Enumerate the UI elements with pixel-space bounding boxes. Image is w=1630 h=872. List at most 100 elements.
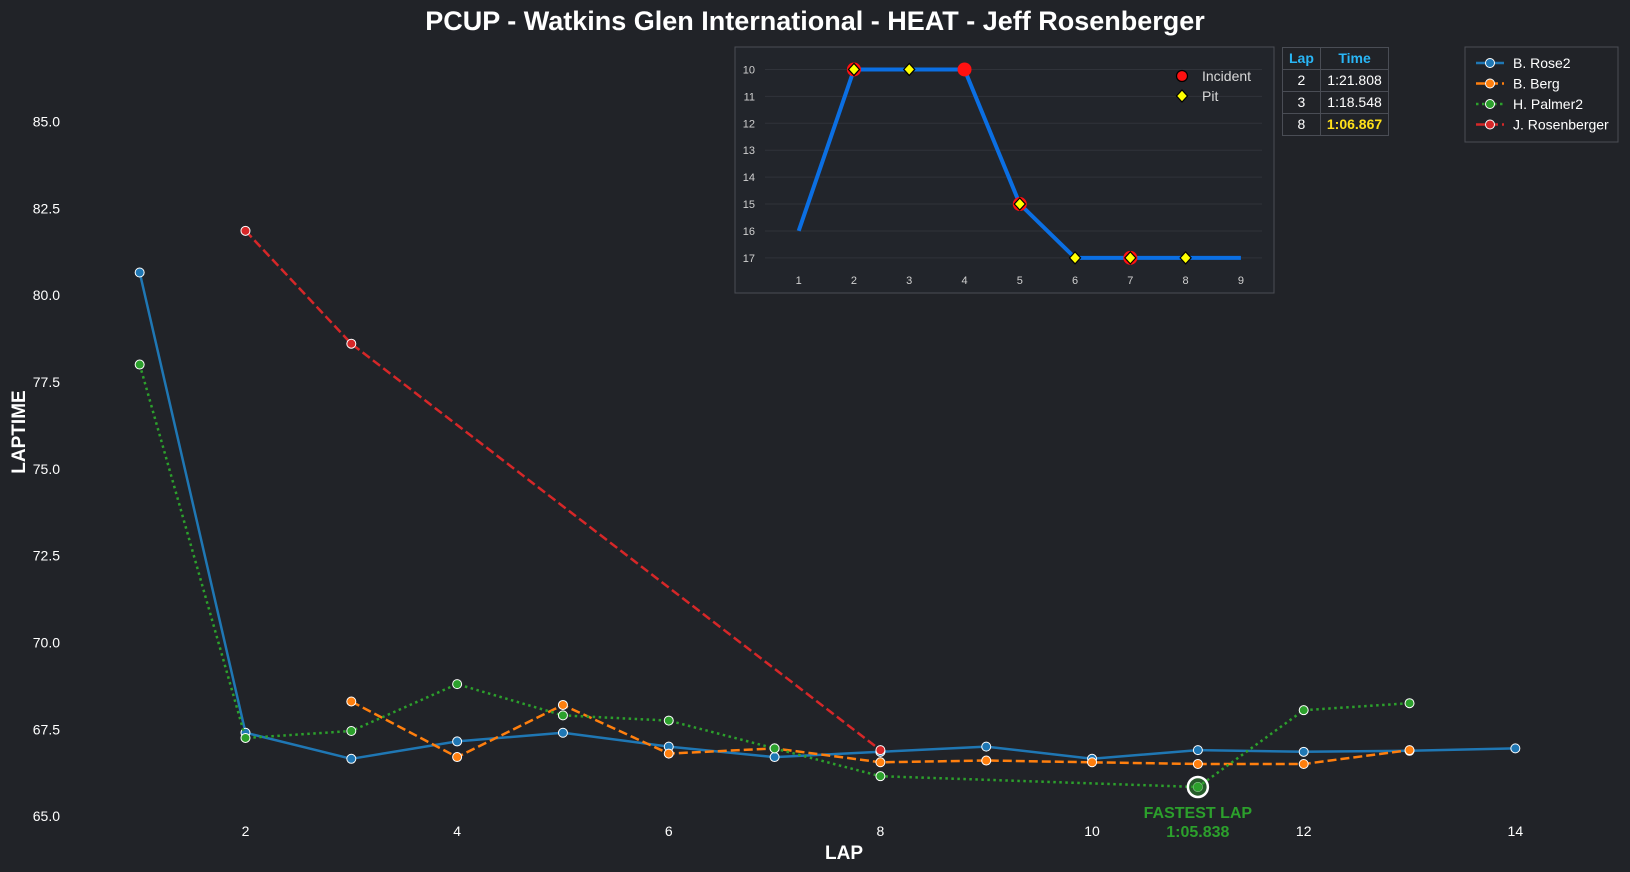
series-layer (134, 225, 1521, 792)
data-point (346, 753, 357, 764)
inset-x-tick-label: 7 (1127, 275, 1133, 287)
time-cell: 1:21.808 (1319, 69, 1390, 92)
inset-x-tick-label: 9 (1238, 275, 1244, 287)
data-point (1192, 759, 1203, 770)
y-tick-label: 82.5 (33, 200, 60, 216)
inset-x-tick-label: 6 (1072, 275, 1078, 287)
inset-y-tick-label: 10 (743, 64, 755, 76)
inset-y-ticks: 10 11 12 13 14 15 16 17 (743, 64, 755, 264)
data-point (134, 359, 145, 370)
legend: B. Rose2 B. Berg H. Palmer2 J. Rosenberger (1464, 46, 1619, 143)
y-tick-label: 80.0 (33, 287, 60, 303)
inset-x-ticks: 1 2 3 4 5 6 7 8 9 (796, 275, 1244, 287)
y-tick-label: 77.5 (33, 374, 60, 390)
x-tick-label: 12 (1296, 823, 1312, 839)
inset-grid (765, 68, 1262, 259)
y-tick-label: 75.0 (33, 461, 60, 477)
inset-y-tick-label: 14 (743, 172, 755, 184)
legend-label: B. Rose2 (1513, 55, 1571, 71)
inset-y-tick-label: 15 (743, 199, 755, 211)
table-row: 2 1:21.808 (1282, 69, 1390, 92)
lap-cell: 8 (1282, 113, 1321, 136)
incident-legend-marker (1175, 69, 1189, 83)
data-point (1192, 745, 1203, 756)
x-tick-label: 14 (1508, 823, 1524, 839)
inset-y-tick-label: 17 (743, 253, 755, 265)
data-point (557, 710, 568, 721)
data-point (769, 752, 780, 763)
data-point (452, 752, 463, 763)
data-point (1298, 705, 1309, 716)
fastest-lap-dot (1193, 782, 1203, 792)
data-point (557, 727, 568, 738)
pit-marker (847, 62, 861, 77)
data-point (346, 338, 357, 349)
legend-marker (1485, 58, 1495, 68)
data-point (557, 699, 568, 710)
pit-marker (1179, 250, 1192, 265)
time-column-header: Time (1319, 47, 1390, 70)
incident-legend-label: Incident (1202, 68, 1251, 84)
x-axis-title: LAP (825, 843, 863, 864)
pit-marker (1068, 250, 1082, 265)
y-tick-label: 72.5 (33, 548, 60, 564)
inset-x-tick-label: 1 (796, 275, 802, 287)
x-tick-label: 4 (453, 823, 461, 839)
series (134, 267, 1521, 764)
best-time-cell: 1:06.867 (1319, 113, 1390, 136)
chart-title: PCUP - Watkins Glen International - HEAT… (425, 6, 1205, 36)
inset-y-tick-label: 16 (743, 226, 755, 238)
data-point (1404, 698, 1415, 709)
x-tick-label: 2 (242, 823, 250, 839)
data-point (240, 732, 251, 743)
data-point (875, 745, 886, 756)
data-point (1087, 757, 1098, 768)
x-tick-label: 10 (1084, 823, 1100, 839)
pit-marker (1124, 250, 1137, 265)
legend-marker (1485, 119, 1495, 130)
y-axis-title: LAPTIME (9, 390, 30, 473)
pit-marker (902, 62, 916, 77)
data-point (346, 726, 357, 737)
data-point (875, 771, 886, 782)
lap-column-header: Lap (1282, 47, 1321, 70)
data-point (134, 267, 145, 278)
inset-y-tick-label: 12 (743, 118, 755, 130)
data-point (663, 715, 674, 726)
time-cell: 1:18.548 (1319, 91, 1390, 114)
fastest-lap-annotation: FASTEST LAP 1:05.838 (1144, 775, 1252, 841)
y-axis-ticks: 65.0 67.5 70.0 72.5 75.0 77.5 80.0 82.5 85.0 (33, 113, 60, 824)
data-point (452, 736, 463, 747)
legend-label: B. Berg (1513, 76, 1560, 92)
inset-y-tick-label: 13 (743, 145, 755, 157)
x-tick-label: 6 (665, 823, 673, 839)
table-row: 3 1:18.548 (1282, 91, 1390, 114)
lap-table-header: Lap Time (1282, 47, 1390, 70)
legend-marker (1485, 78, 1495, 89)
legend-label: H. Palmer2 (1513, 96, 1583, 112)
x-axis-ticks: 2 4 6 8 10 12 14 (242, 823, 1524, 839)
fastest-lap-time: 1:05.838 (1166, 824, 1229, 841)
data-point (769, 743, 780, 754)
x-tick-label: 8 (877, 823, 885, 839)
inset-x-tick-label: 5 (1017, 275, 1023, 287)
y-tick-label: 85.0 (33, 113, 60, 129)
inset-x-tick-label: 3 (906, 275, 912, 287)
data-point (1510, 743, 1521, 754)
data-point (452, 679, 463, 690)
pit-marker (1013, 197, 1027, 211)
pit-legend-marker (1175, 89, 1189, 103)
series (346, 696, 1415, 770)
series-line (138, 272, 1516, 761)
series (240, 225, 886, 756)
lap-table: Lap Time 2 1:21.808 3 1:18.548 8 1:06.86… (1282, 47, 1390, 136)
inset-x-tick-label: 4 (961, 275, 967, 287)
data-point (875, 757, 886, 768)
series-line (138, 364, 1410, 789)
series-line (244, 229, 882, 752)
data-point (663, 748, 674, 759)
table-row: 8 1:06.867 (1282, 113, 1390, 136)
